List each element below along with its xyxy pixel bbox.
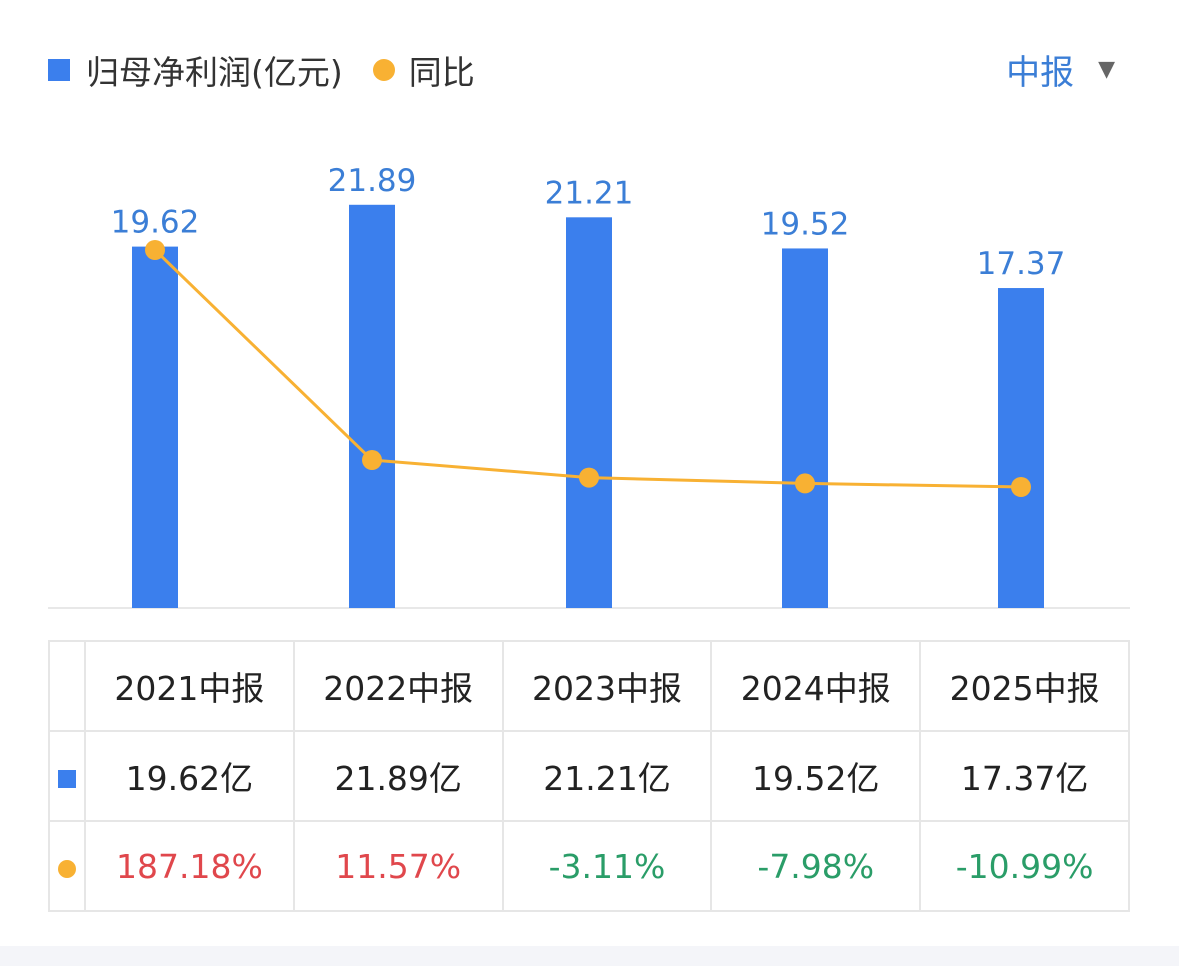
bar-data-label: 19.52 [761, 206, 850, 242]
table-cell: 19.52亿 [710, 730, 922, 822]
bar-marker-icon [58, 769, 76, 788]
table-header-cell: 2025中报 [919, 640, 1130, 732]
bar-mark[interactable] [782, 248, 828, 609]
table-cell: 11.57% [292, 820, 504, 912]
bar-mark[interactable] [132, 246, 178, 608]
table-row-marker [48, 820, 86, 912]
table-cell: -10.99% [919, 820, 1130, 912]
table-corner-cell [48, 640, 86, 732]
table-header-row: 2021中报 2022中报 2023中报 2024中报 2025中报 [48, 640, 1130, 732]
table-cell: 19.62亿 [84, 730, 295, 822]
yoy-point[interactable] [145, 240, 165, 260]
table-header-cell: 2024中报 [710, 640, 922, 732]
table-row-yoy: 187.18% 11.57% -3.11% -7.98% -10.99% [48, 820, 1130, 912]
bottom-divider [0, 946, 1179, 966]
bar-mark[interactable] [566, 217, 612, 608]
table-cell: -7.98% [710, 820, 922, 912]
table-header-cell: 2022中报 [292, 640, 504, 732]
bar-data-label: 21.21 [545, 175, 634, 211]
line-legend-label: 同比 [408, 53, 475, 92]
table-cell: 21.89亿 [292, 730, 504, 822]
table-cell: 17.37亿 [919, 730, 1130, 822]
bar-legend-label: 归母净利润(亿元) [86, 53, 343, 92]
yoy-point[interactable] [579, 467, 599, 488]
table-row-marker [48, 730, 86, 822]
bar-data-label: 17.37 [977, 246, 1066, 282]
bar-line-chart: 19.62 21.89 21.21 19.52 17.37 [48, 163, 1130, 609]
chevron-down-icon: ▼ [1098, 56, 1115, 82]
bar-mark[interactable] [998, 288, 1044, 608]
data-table: 2021中报 2022中报 2023中报 2024中报 2025中报 19.62… [48, 640, 1130, 912]
bar-mark[interactable] [349, 204, 395, 608]
chart-legend: 归母净利润(亿元) 同比 [48, 48, 475, 92]
period-selector[interactable]: 中报 ▼ [1006, 46, 1115, 93]
table-header-cell: 2023中报 [501, 640, 713, 732]
yoy-point[interactable] [795, 473, 815, 494]
period-selector-label: 中报 [1006, 52, 1075, 93]
yoy-point[interactable] [1011, 477, 1031, 497]
yoy-point[interactable] [362, 450, 382, 471]
line-legend-swatch [372, 59, 395, 81]
table-header-cell: 2021中报 [84, 640, 295, 732]
bar-data-label: 21.89 [328, 163, 417, 199]
bar-data-label: 19.62 [111, 205, 200, 241]
table-cell: 21.21亿 [501, 730, 713, 822]
line-marker-icon [58, 859, 76, 878]
table-row-profit: 19.62亿 21.89亿 21.21亿 19.52亿 17.37亿 [48, 730, 1130, 822]
table-cell: -3.11% [501, 820, 713, 912]
table-cell: 187.18% [84, 820, 295, 912]
bar-legend-swatch [48, 59, 70, 81]
